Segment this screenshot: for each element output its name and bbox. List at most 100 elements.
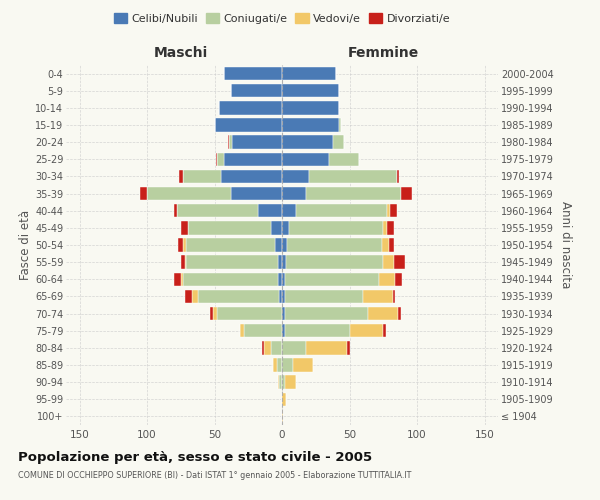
Bar <box>282 307 285 320</box>
Bar <box>282 392 286 406</box>
Bar <box>185 256 186 269</box>
Bar <box>282 376 285 389</box>
Bar <box>382 238 389 252</box>
Bar <box>282 152 329 166</box>
Bar <box>389 238 394 252</box>
Bar <box>258 204 282 218</box>
Bar <box>240 324 244 338</box>
Bar <box>282 204 296 218</box>
Bar <box>282 256 286 269</box>
Bar <box>390 204 397 218</box>
Bar <box>217 307 282 320</box>
Bar <box>224 152 282 166</box>
Bar <box>307 187 401 200</box>
Bar <box>282 358 293 372</box>
Bar <box>217 152 224 166</box>
Bar <box>282 221 289 234</box>
Bar <box>285 290 363 303</box>
Bar <box>215 118 282 132</box>
Bar <box>278 256 282 269</box>
Text: Popolazione per età, sesso e stato civile - 2005: Popolazione per età, sesso e stato civil… <box>18 451 372 464</box>
Bar <box>178 238 184 252</box>
Bar <box>230 84 282 98</box>
Text: Maschi: Maschi <box>154 46 208 60</box>
Bar <box>265 341 271 354</box>
Bar <box>349 324 383 338</box>
Bar <box>309 170 397 183</box>
Bar <box>282 272 285 286</box>
Text: COMUNE DI OCCHIEPPO SUPERIORE (BI) - Dati ISTAT 1° gennaio 2005 - Elaborazione T: COMUNE DI OCCHIEPPO SUPERIORE (BI) - Dat… <box>18 472 412 480</box>
Bar <box>228 136 229 149</box>
Bar <box>271 221 282 234</box>
Bar <box>278 272 282 286</box>
Bar <box>394 256 405 269</box>
Bar <box>383 324 386 338</box>
Bar <box>184 238 186 252</box>
Bar <box>280 290 282 303</box>
Bar <box>307 341 347 354</box>
Bar <box>338 118 341 132</box>
Bar <box>285 272 379 286</box>
Bar <box>280 376 282 389</box>
Bar <box>262 341 265 354</box>
Bar <box>271 341 282 354</box>
Bar <box>229 136 232 149</box>
Bar <box>218 101 282 114</box>
Bar <box>287 238 382 252</box>
Bar <box>388 221 394 234</box>
Y-axis label: Anni di nascita: Anni di nascita <box>559 202 572 288</box>
Bar <box>282 290 285 303</box>
Bar <box>140 187 147 200</box>
Bar <box>282 101 338 114</box>
Bar <box>181 256 185 269</box>
Bar <box>272 358 277 372</box>
Bar <box>383 256 394 269</box>
Bar <box>198 290 280 303</box>
Bar <box>277 358 282 372</box>
Bar <box>285 307 368 320</box>
Bar <box>282 341 307 354</box>
Bar <box>275 238 282 252</box>
Bar <box>347 341 349 354</box>
Bar <box>184 272 278 286</box>
Bar <box>282 118 338 132</box>
Bar <box>334 136 344 149</box>
Bar <box>282 136 334 149</box>
Bar <box>147 187 230 200</box>
Bar <box>278 376 280 389</box>
Bar <box>232 136 282 149</box>
Bar <box>179 170 184 183</box>
Bar <box>282 67 336 80</box>
Bar <box>286 256 383 269</box>
Bar <box>282 324 285 338</box>
Bar <box>174 272 181 286</box>
Bar <box>174 204 176 218</box>
Bar <box>244 324 282 338</box>
Bar <box>216 152 217 166</box>
Bar <box>181 272 184 286</box>
Bar <box>293 358 313 372</box>
Bar <box>187 221 271 234</box>
Bar <box>285 324 349 338</box>
Bar <box>282 170 309 183</box>
Bar <box>224 67 282 80</box>
Bar <box>289 221 383 234</box>
Text: Femmine: Femmine <box>347 46 419 60</box>
Bar <box>282 84 338 98</box>
Bar <box>388 204 390 218</box>
Legend: Celibi/Nubili, Coniugati/e, Vedovi/e, Divorziati/e: Celibi/Nubili, Coniugati/e, Vedovi/e, Di… <box>112 10 452 26</box>
Bar <box>211 307 213 320</box>
Bar <box>282 187 307 200</box>
Bar <box>186 256 278 269</box>
Bar <box>329 152 359 166</box>
Bar <box>230 187 282 200</box>
Bar <box>395 272 402 286</box>
Bar <box>379 272 395 286</box>
Bar <box>221 170 282 183</box>
Bar <box>186 238 275 252</box>
Bar <box>282 410 283 423</box>
Bar <box>191 290 198 303</box>
Y-axis label: Fasce di età: Fasce di età <box>19 210 32 280</box>
Bar <box>397 170 400 183</box>
Bar <box>398 307 401 320</box>
